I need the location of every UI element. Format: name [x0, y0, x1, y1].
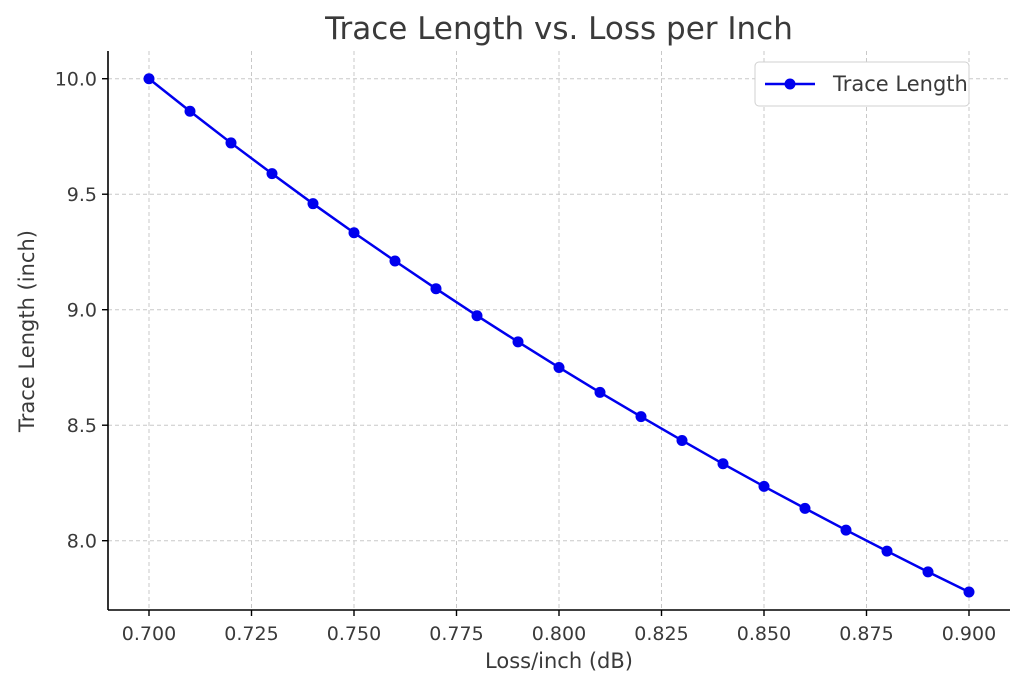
x-tick-label: 0.725 [224, 623, 278, 645]
data-point [717, 458, 729, 470]
data-point [512, 336, 524, 348]
data-point [758, 480, 770, 492]
data-point [389, 255, 401, 267]
x-tick-label: 0.875 [839, 623, 893, 645]
y-axis-label: Trace Length (inch) [15, 230, 39, 433]
data-point [635, 411, 647, 423]
grid-lines [108, 51, 1010, 610]
x-tick-label: 0.900 [942, 623, 996, 645]
x-tick-label: 0.850 [737, 623, 791, 645]
data-point [266, 168, 278, 180]
data-point [307, 198, 319, 210]
x-tick-label: 0.800 [532, 623, 586, 645]
legend-marker-swatch [784, 78, 796, 90]
data-point [430, 283, 442, 295]
x-tick-label: 0.825 [634, 623, 688, 645]
x-tick-label: 0.750 [327, 623, 381, 645]
data-point [143, 73, 155, 85]
data-point [840, 524, 852, 536]
data-point [922, 566, 934, 578]
data-point [471, 310, 483, 322]
x-tick-label: 0.700 [122, 623, 176, 645]
data-point [553, 361, 565, 373]
x-axis-label: Loss/inch (dB) [485, 649, 633, 673]
data-point [184, 105, 196, 117]
data-point [676, 434, 688, 446]
data-point [881, 545, 893, 557]
chart-title: Trace Length vs. Loss per Inch [324, 11, 793, 47]
data-point [799, 502, 811, 514]
y-tick-label: 9.5 [67, 184, 97, 206]
data-point [594, 386, 606, 398]
y-tick-label: 8.5 [67, 415, 97, 437]
legend: Trace Length [754, 61, 970, 107]
legend-label: Trace Length [832, 72, 968, 96]
data-point [225, 137, 237, 149]
legend-box [754, 61, 970, 107]
y-tick-label: 10.0 [55, 69, 97, 91]
y-tick-label: 8.0 [67, 531, 97, 553]
y-tick-label: 9.0 [67, 300, 97, 322]
x-tick-label: 0.775 [429, 623, 483, 645]
data-point [963, 586, 975, 598]
data-point [348, 227, 360, 239]
axes: 0.700 0.725 0.750 0.775 0.800 0.825 0.850 0.875… [55, 51, 1010, 645]
series-layer [143, 73, 975, 598]
